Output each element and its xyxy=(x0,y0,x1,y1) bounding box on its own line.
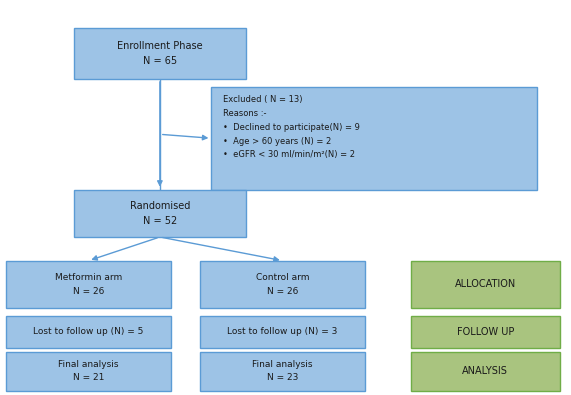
Text: Final analysis
N = 21: Final analysis N = 21 xyxy=(58,360,119,382)
FancyBboxPatch shape xyxy=(6,316,171,348)
FancyBboxPatch shape xyxy=(200,261,365,308)
Text: Randomised
N = 52: Randomised N = 52 xyxy=(130,201,190,226)
Text: Control arm
N = 26: Control arm N = 26 xyxy=(256,273,309,295)
Text: Excluded ( N = 13)
Reasons :-
•  Declined to participate(N) = 9
•  Age > 60 year: Excluded ( N = 13) Reasons :- • Declined… xyxy=(223,95,360,160)
FancyBboxPatch shape xyxy=(74,190,246,237)
Text: Lost to follow up (N) = 3: Lost to follow up (N) = 3 xyxy=(227,327,338,336)
Text: Lost to follow up (N) = 5: Lost to follow up (N) = 5 xyxy=(33,327,144,336)
FancyBboxPatch shape xyxy=(200,316,365,348)
FancyBboxPatch shape xyxy=(411,352,560,391)
FancyBboxPatch shape xyxy=(6,352,171,391)
FancyBboxPatch shape xyxy=(6,261,171,308)
Text: FOLLOW UP: FOLLOW UP xyxy=(457,327,514,337)
FancyBboxPatch shape xyxy=(411,261,560,308)
FancyBboxPatch shape xyxy=(411,316,560,348)
Text: Metformin arm
N = 26: Metformin arm N = 26 xyxy=(55,273,122,295)
Text: ANALYSIS: ANALYSIS xyxy=(463,366,508,376)
Text: ALLOCATION: ALLOCATION xyxy=(455,279,516,290)
Text: Final analysis
N = 23: Final analysis N = 23 xyxy=(252,360,313,382)
Text: Enrollment Phase
N = 65: Enrollment Phase N = 65 xyxy=(117,41,203,66)
FancyBboxPatch shape xyxy=(74,28,246,79)
FancyBboxPatch shape xyxy=(211,87,537,190)
FancyBboxPatch shape xyxy=(200,352,365,391)
